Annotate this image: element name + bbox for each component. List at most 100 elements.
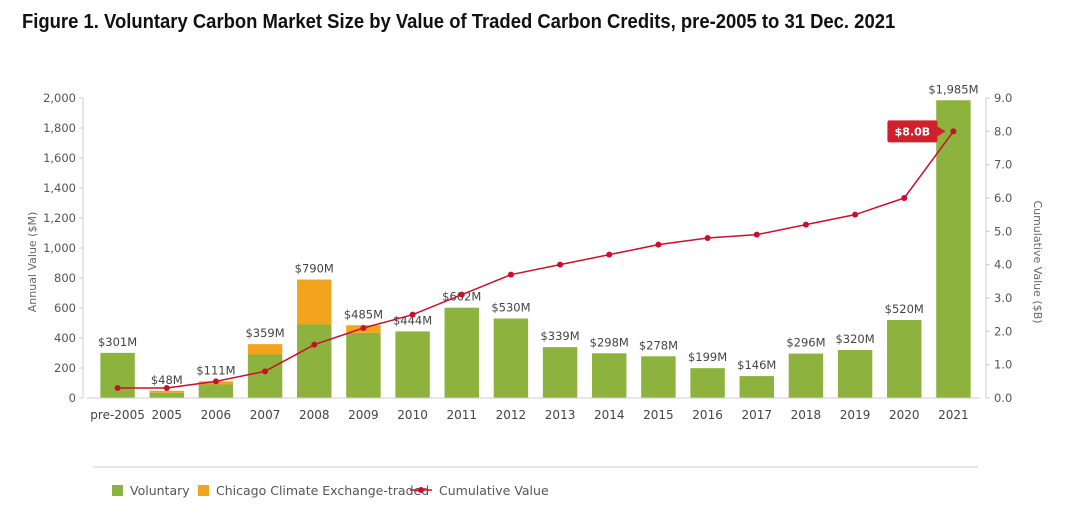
y2-axis: 0.0 1.0 2.0 3.0 4.0 5.0 6.0 7.0 8.0 9.0	[985, 91, 1012, 405]
cumulative-point	[311, 341, 318, 348]
callout-label: $8.0B	[895, 125, 931, 138]
bar-chicago-climate-exchange	[149, 390, 184, 393]
bar-voluntary	[444, 307, 479, 398]
x-tick-label: 2021	[938, 408, 969, 422]
bar-value-label: $278M	[639, 338, 678, 352]
y-axis-title: Annual Value ($M)	[26, 212, 39, 313]
x-tick-label: 2009	[348, 408, 379, 422]
bar-value-label: $296M	[786, 336, 825, 350]
bar-voluntary	[346, 332, 381, 398]
x-tick-label: 2016	[692, 408, 723, 422]
x-tick-label: 2017	[741, 408, 772, 422]
y-tick-label: 0	[69, 391, 76, 405]
bar-voluntary	[887, 320, 922, 398]
y2-tick-label: 7.0	[994, 158, 1012, 172]
bar-value-label: $320M	[835, 332, 874, 346]
bar-chicago-climate-exchange	[297, 279, 332, 325]
cumulative-point	[557, 261, 564, 268]
cumulative-point	[704, 235, 711, 241]
bar-voluntary	[493, 318, 529, 398]
legend: Voluntary Chicago Climate Exchange-traded…	[93, 466, 978, 498]
cumulative-line-path	[117, 130, 955, 389]
cumulative-point	[114, 385, 121, 391]
bar-value-label: $146M	[737, 358, 776, 372]
x-tick-label: 2012	[496, 408, 527, 422]
y-tick-label: 1,800	[43, 121, 76, 135]
cumulative-line	[114, 128, 957, 391]
y2-tick-label: 5.0	[994, 224, 1012, 238]
bar-voluntary	[837, 350, 873, 398]
x-tick-label: 2015	[643, 408, 674, 422]
y2-tick-label: 8.0	[994, 124, 1012, 138]
y2-tick-label: 4.0	[994, 258, 1012, 272]
cumulative-point	[852, 211, 859, 218]
y2-tick-label: 9.0	[994, 91, 1012, 105]
x-tick-label: 2020	[889, 408, 920, 422]
cumulative-point	[753, 231, 760, 238]
y-tick-label: 200	[54, 361, 76, 375]
cumulative-point	[802, 221, 809, 228]
bar-value-label: $485M	[344, 307, 383, 321]
bar-labels: $301M$48M$111M$359M$790M$485M$444M$602M$…	[98, 82, 979, 387]
cumulative-point	[950, 128, 957, 135]
bar-voluntary	[198, 384, 234, 398]
bar-voluntary	[149, 392, 184, 398]
x-axis: pre-2005 2005 2006 2007 2008 2009 2010 2011 2012…	[87, 397, 980, 422]
bar-value-label: $199M	[688, 350, 727, 364]
bar-value-label: $520M	[885, 302, 924, 316]
legend-line-marker	[418, 487, 424, 493]
bar-voluntary	[739, 376, 774, 398]
y-tick-label: 1,200	[43, 211, 76, 225]
y-tick-label: 1,000	[43, 241, 76, 255]
y2-axis-title: Cumulative Value ($B)	[1031, 200, 1044, 323]
y-tick-label: 1,400	[43, 181, 76, 195]
bar-chicago-climate-exchange	[247, 344, 283, 355]
x-tick-label: 2005	[151, 408, 182, 422]
cumulative-point	[901, 195, 908, 201]
y2-tick-label: 3.0	[994, 291, 1012, 305]
y-tick-label: 2,000	[43, 91, 76, 105]
legend-label: Voluntary	[130, 483, 190, 498]
cumulative-point	[507, 271, 514, 278]
bar-value-label: $111M	[196, 363, 235, 377]
bar-value-label: $48M	[151, 373, 183, 387]
bar-voluntary	[247, 354, 283, 398]
bar-value-label: $339M	[540, 329, 579, 343]
cumulative-point	[360, 325, 367, 331]
bar-voluntary	[395, 331, 430, 398]
bar-voluntary	[542, 347, 578, 398]
cumulative-point	[458, 291, 465, 298]
callout-box	[887, 120, 938, 143]
y-tick-label: 800	[54, 271, 76, 285]
bar-value-label: $359M	[245, 326, 284, 340]
x-tick-label: 2018	[791, 408, 822, 422]
cumulative-point	[409, 311, 416, 318]
y-tick-label: 600	[54, 301, 76, 315]
x-tick-label: 2006	[201, 408, 232, 422]
bar-value-label: $530M	[491, 301, 530, 315]
legend-label: Cumulative Value	[439, 483, 549, 498]
x-tick-label: 2011	[446, 408, 477, 422]
x-tick-label: 2008	[299, 408, 330, 422]
bar-voluntary	[641, 356, 676, 398]
y2-tick-label: 0.0	[994, 391, 1012, 405]
bar-voluntary	[100, 352, 135, 398]
y2-tick-label: 2.0	[994, 324, 1012, 338]
bar-value-label: $298M	[590, 335, 629, 349]
legend-swatch	[198, 485, 209, 496]
x-tick-label: 2019	[840, 408, 871, 422]
y2-tick-label: 1.0	[994, 358, 1012, 372]
cumulative-point	[163, 385, 170, 391]
bar-value-label: $1,985M	[928, 82, 978, 96]
y-tick-label: 1,600	[43, 151, 76, 165]
y-tick-label: 400	[54, 331, 76, 345]
x-tick-label: 2010	[397, 408, 428, 422]
cumulative-point	[212, 378, 219, 385]
x-tick-label: 2013	[545, 408, 576, 422]
x-tick-label: 2014	[594, 408, 625, 422]
y-axis: 0 200 400 600 800 1,000 1,200 1,400 1,600 1,800 2,…	[43, 91, 84, 405]
x-tick-label: 2007	[250, 408, 281, 422]
figure-title: Figure 1. Voluntary Carbon Market Size b…	[22, 10, 896, 33]
x-tick-label: pre-2005	[90, 408, 145, 422]
